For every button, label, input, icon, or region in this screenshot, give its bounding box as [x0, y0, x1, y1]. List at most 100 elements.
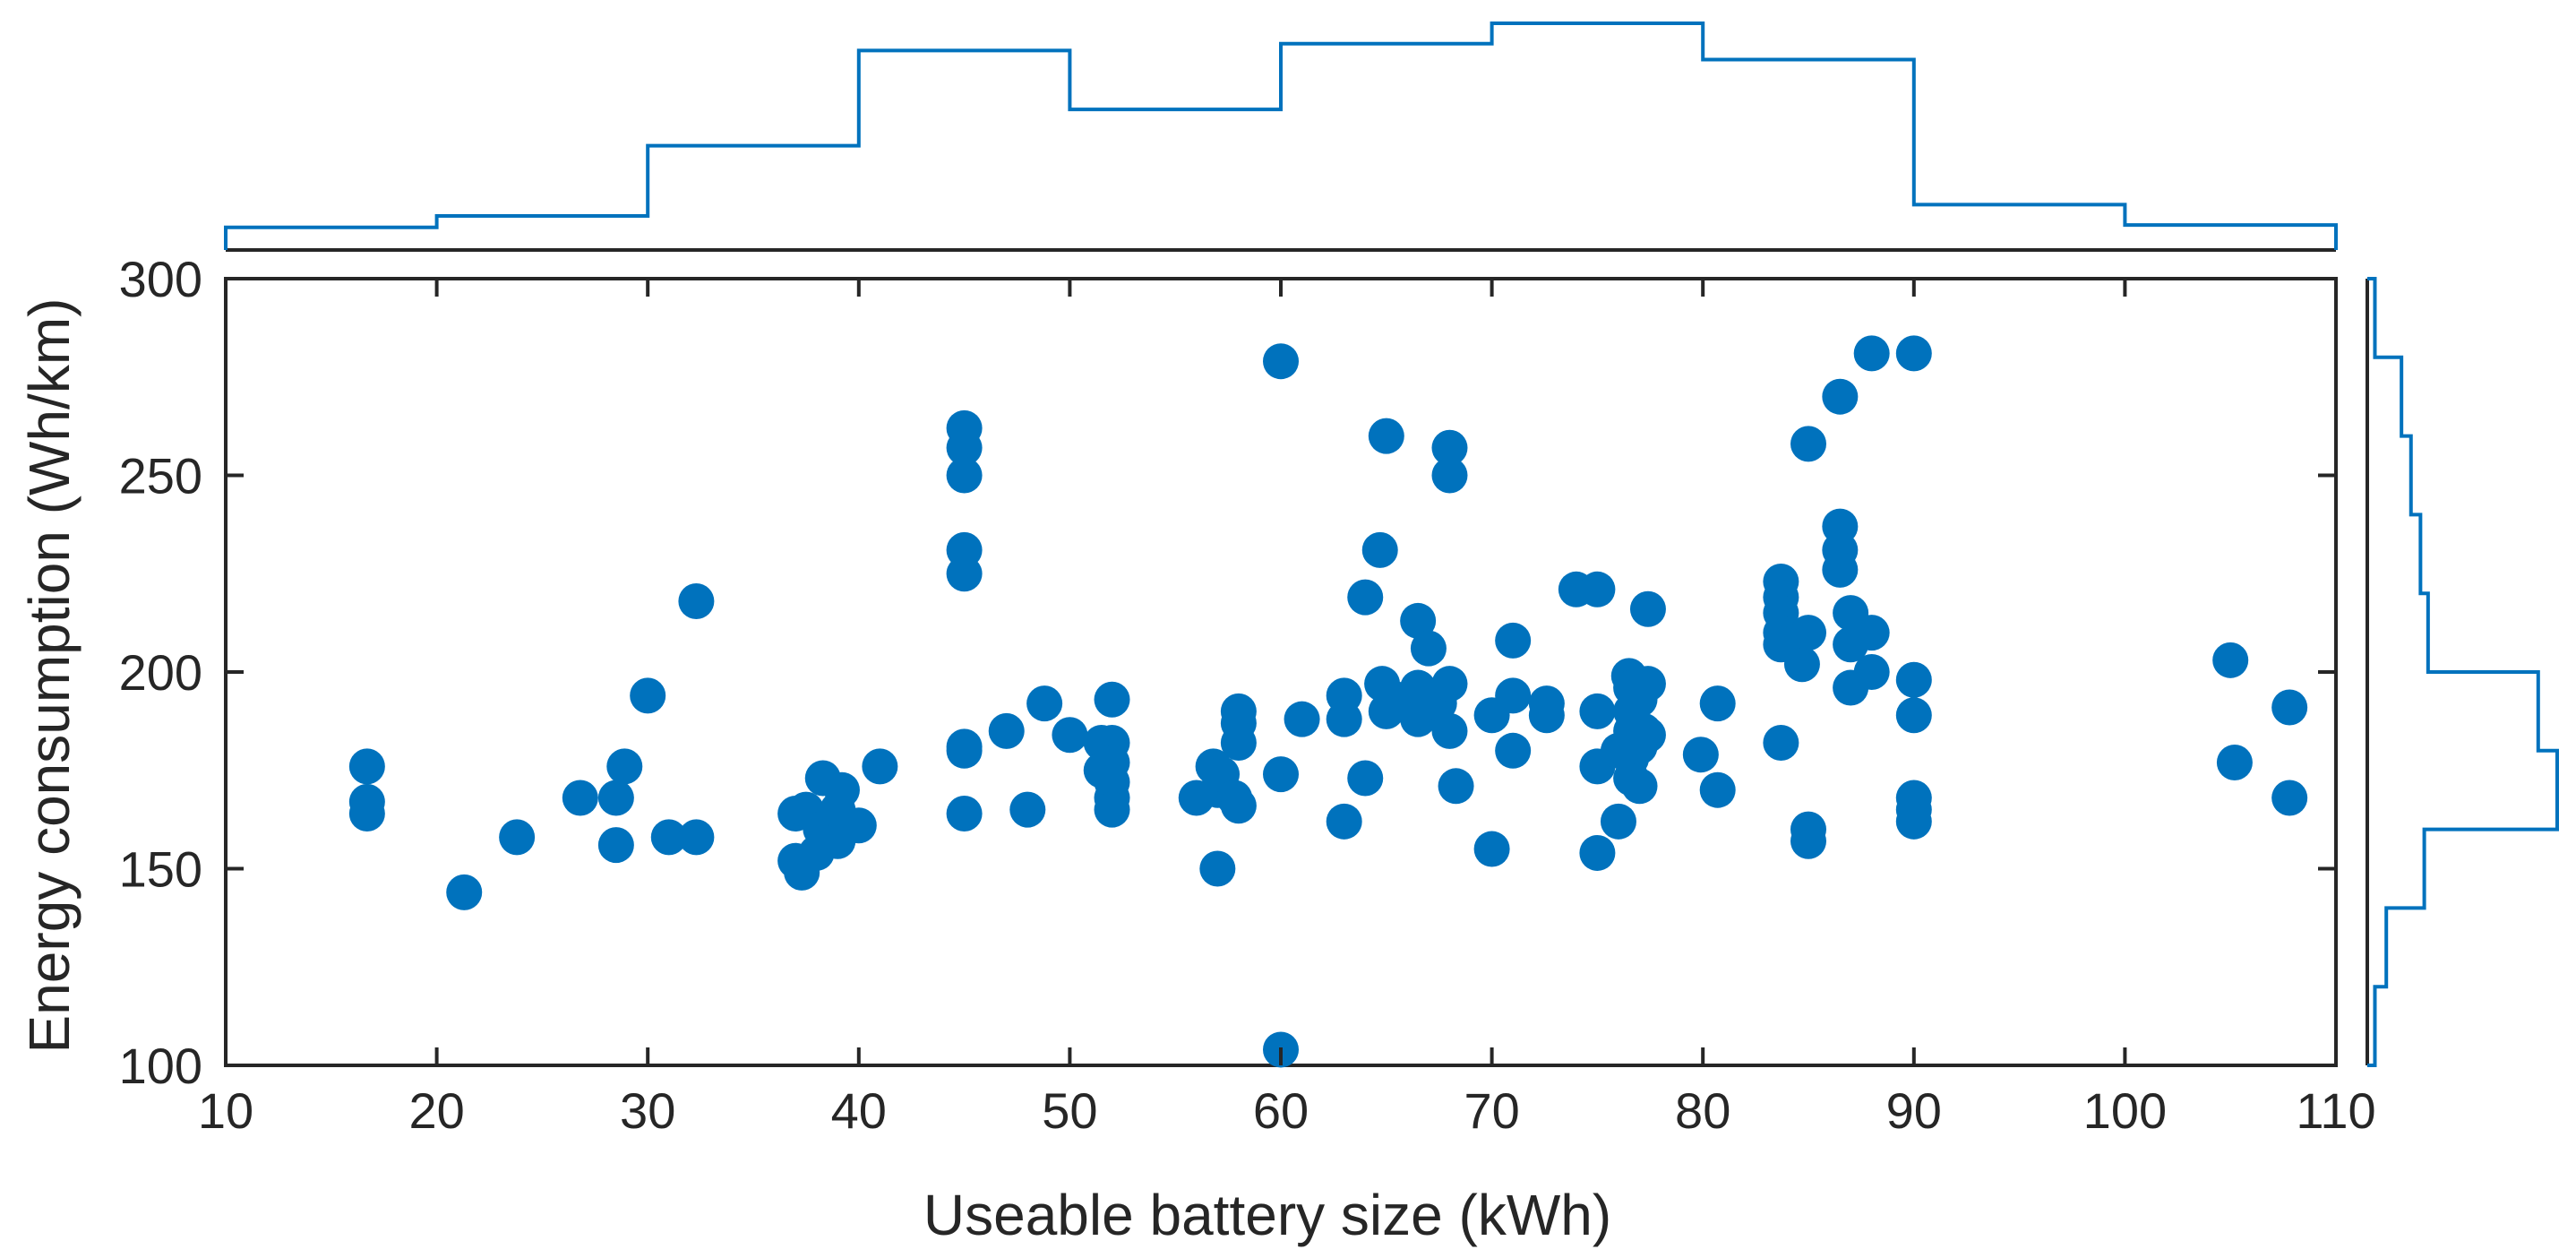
x-tick-label: 30 — [620, 1082, 675, 1139]
data-point — [1438, 768, 1474, 805]
data-point — [499, 819, 536, 856]
data-point — [1699, 685, 1736, 722]
data-point — [1621, 768, 1658, 805]
data-point — [2271, 689, 2308, 726]
y-axis-ticks: 100 150 200 250 300 — [119, 251, 2336, 1094]
x-tick-label: 110 — [2296, 1082, 2375, 1139]
x-tick-label: 60 — [1253, 1082, 1309, 1139]
y-tick-label: 150 — [119, 841, 202, 898]
data-point — [1822, 378, 1859, 415]
data-point — [1853, 615, 1890, 651]
data-point — [862, 748, 898, 785]
x-tick-label: 10 — [198, 1082, 253, 1139]
data-point — [1790, 615, 1826, 651]
data-point — [1284, 701, 1320, 737]
data-point — [1790, 823, 1826, 859]
data-point — [1822, 551, 1859, 588]
data-point — [988, 712, 1025, 749]
right-histogram-outline — [2367, 277, 2559, 1067]
data-point — [1895, 697, 1932, 734]
data-point — [1410, 630, 1447, 667]
data-point — [1347, 579, 1384, 616]
data-point — [823, 771, 860, 808]
data-point — [1853, 654, 1890, 690]
data-point — [946, 732, 983, 769]
data-point — [630, 677, 666, 714]
data-point — [562, 780, 598, 816]
data-point — [1495, 732, 1532, 769]
data-point — [1347, 760, 1384, 797]
data-point — [1326, 701, 1362, 737]
y-axis-title: Energy consumption (Wh/km) — [17, 298, 82, 1054]
top-histogram-outline — [224, 22, 2338, 250]
data-point — [1682, 737, 1719, 773]
data-point — [446, 874, 483, 910]
data-point — [1473, 831, 1510, 867]
data-point — [2212, 642, 2249, 678]
data-point — [1495, 622, 1532, 659]
main-axes — [224, 277, 2338, 1067]
data-point — [1895, 661, 1932, 698]
data-point — [946, 429, 983, 466]
data-point — [1895, 803, 1932, 840]
x-axis-ticks: 10 20 30 40 50 60 70 80 90 100 110 — [198, 279, 2376, 1139]
data-point — [348, 796, 385, 832]
data-point — [597, 827, 634, 864]
data-point — [1052, 717, 1088, 754]
data-point — [1790, 426, 1826, 462]
data-point — [2271, 780, 2308, 816]
right-marginal-histogram — [2366, 277, 2559, 1067]
data-point — [1895, 335, 1932, 372]
data-point — [1094, 681, 1130, 718]
data-point — [1763, 725, 1799, 762]
plot-frame — [224, 277, 2338, 1067]
data-point — [1495, 677, 1532, 714]
x-tick-label: 100 — [2083, 1082, 2167, 1139]
data-point — [1199, 850, 1236, 887]
x-tick-label: 90 — [1886, 1082, 1942, 1139]
data-point — [678, 819, 715, 856]
data-point — [1026, 685, 1063, 722]
data-point — [946, 457, 983, 494]
data-point — [1629, 590, 1666, 627]
data-point — [1853, 335, 1890, 372]
x-tick-label: 70 — [1464, 1082, 1519, 1139]
data-point — [1220, 788, 1257, 824]
data-point — [1699, 771, 1736, 808]
data-point — [1431, 429, 1468, 466]
x-axis-title: Useable battery size (kWh) — [923, 1183, 1611, 1247]
data-point — [1431, 666, 1468, 702]
data-point — [1629, 717, 1666, 754]
data-point — [1361, 531, 1398, 568]
data-point — [1326, 803, 1362, 840]
data-point — [1528, 697, 1565, 734]
data-point — [1579, 571, 1616, 607]
data-point — [2216, 744, 2253, 780]
data-point — [1263, 756, 1299, 793]
data-point — [1629, 666, 1666, 702]
data-point — [1431, 712, 1468, 749]
y-tick-label: 100 — [119, 1038, 202, 1094]
top-marginal-histogram — [224, 22, 2338, 252]
data-point — [1783, 646, 1820, 683]
data-point — [606, 748, 643, 785]
data-point — [1400, 602, 1437, 639]
data-point — [1368, 418, 1404, 454]
data-point — [1263, 343, 1299, 380]
y-tick-label: 300 — [119, 251, 202, 307]
data-point — [1600, 803, 1636, 840]
data-point — [650, 819, 687, 856]
x-tick-label: 50 — [1042, 1082, 1097, 1139]
data-point — [348, 748, 385, 785]
data-point — [1094, 791, 1130, 828]
data-point — [840, 807, 877, 844]
x-tick-label: 80 — [1675, 1082, 1730, 1139]
y-tick-label: 200 — [119, 644, 202, 701]
y-tick-label: 250 — [119, 448, 202, 504]
data-point — [1220, 725, 1257, 762]
data-point — [946, 796, 983, 832]
x-tick-label: 40 — [831, 1082, 887, 1139]
x-tick-label: 20 — [408, 1082, 464, 1139]
